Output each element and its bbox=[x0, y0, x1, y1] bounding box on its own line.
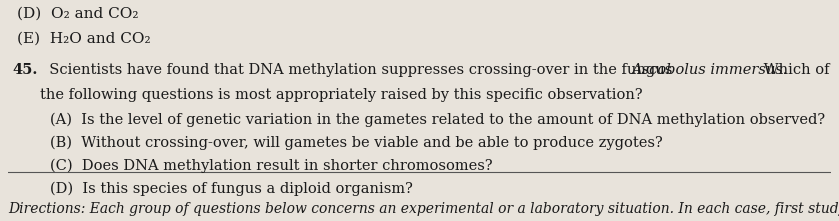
Text: the following questions is most appropriately raised by this specific observatio: the following questions is most appropri… bbox=[39, 88, 643, 102]
Text: (D)  Is this species of fungus a diploid organism?: (D) Is this species of fungus a diploid … bbox=[50, 182, 413, 196]
Text: (D)  O₂ and CO₂: (D) O₂ and CO₂ bbox=[17, 7, 138, 21]
Text: (E)  H₂O and CO₂: (E) H₂O and CO₂ bbox=[17, 32, 150, 46]
Text: 45.: 45. bbox=[13, 63, 38, 77]
Text: Scientists have found that DNA methylation suppresses crossing-over in the fungu: Scientists have found that DNA methylati… bbox=[39, 63, 676, 77]
Text: Directions: Each group of questions below concerns an experimental or a laborato: Directions: Each group of questions belo… bbox=[8, 202, 839, 216]
Text: Which of: Which of bbox=[759, 63, 830, 77]
Text: (C)  Does DNA methylation result in shorter chromosomes?: (C) Does DNA methylation result in short… bbox=[50, 159, 492, 173]
Text: Ascobolus immersus.: Ascobolus immersus. bbox=[631, 63, 787, 77]
Text: (A)  Is the level of genetic variation in the gametes related to the amount of D: (A) Is the level of genetic variation in… bbox=[50, 113, 825, 127]
Text: (B)  Without crossing-over, will gametes be viable and be able to produce zygote: (B) Without crossing-over, will gametes … bbox=[50, 136, 662, 150]
